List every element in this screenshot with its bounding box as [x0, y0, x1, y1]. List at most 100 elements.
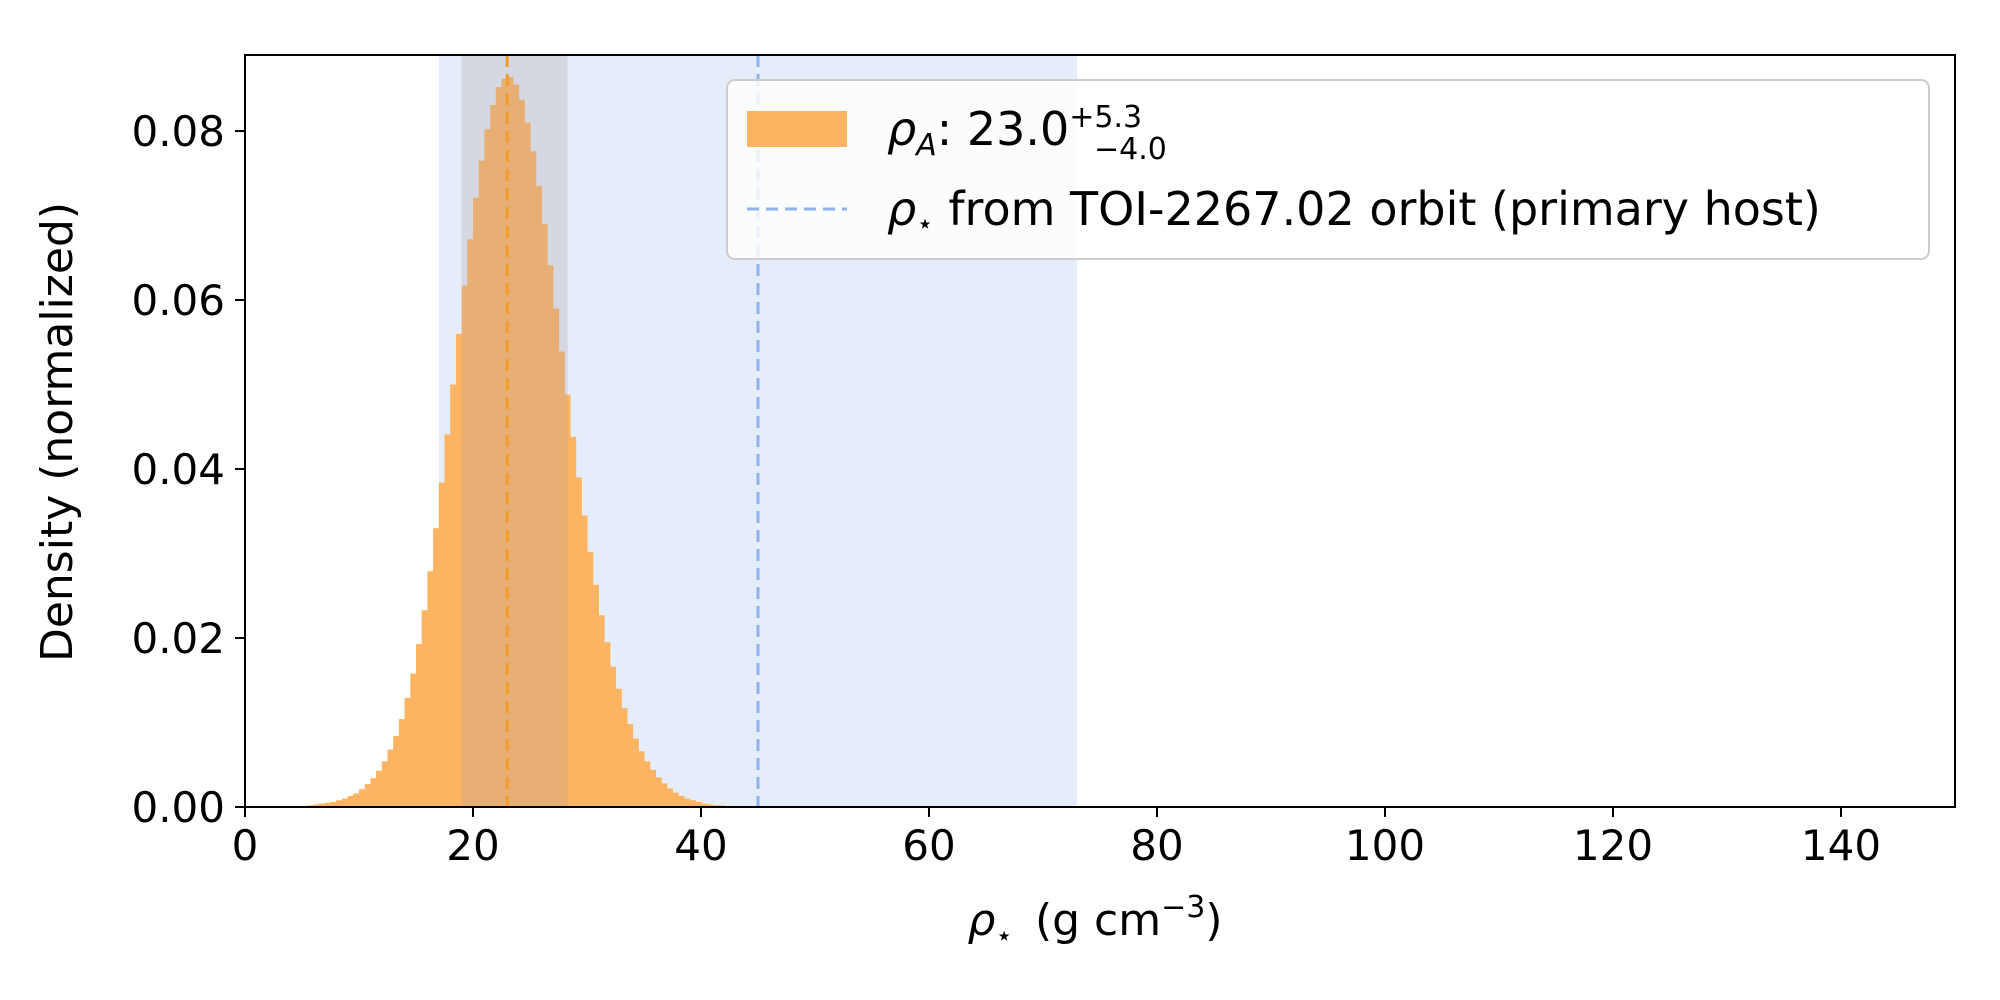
- histogram-bar: [598, 615, 605, 807]
- histogram-bar: [530, 151, 537, 807]
- histogram-bar: [444, 434, 451, 807]
- histogram-bar: [336, 800, 343, 807]
- y-tick-label: 0.06: [131, 276, 225, 325]
- histogram-bar: [706, 804, 713, 807]
- histogram-bar: [410, 673, 417, 807]
- legend-dashed-line-subscript: ⋆: [916, 207, 934, 240]
- histogram-bar: [547, 265, 554, 808]
- x-tick-label: 100: [1345, 821, 1425, 870]
- histogram-bar: [359, 789, 366, 807]
- histogram-bar: [427, 571, 434, 807]
- y-tick-label: 0.00: [131, 783, 225, 832]
- histogram-bar: [393, 736, 400, 807]
- histogram-bar: [455, 333, 463, 807]
- y-tick-label: 0.04: [131, 445, 225, 494]
- histogram-bar: [575, 477, 582, 807]
- legend-histogram-lower-error: −4.0: [1094, 132, 1167, 167]
- histogram-bar: [438, 482, 446, 807]
- x-tick-label: 140: [1801, 821, 1881, 870]
- histogram-bar: [404, 698, 411, 807]
- histogram-bar: [683, 798, 691, 807]
- x-tick-label: 0: [232, 821, 259, 870]
- histogram-bar: [678, 796, 685, 807]
- histogram-bar: [626, 724, 634, 807]
- x-tick-label: 20: [446, 821, 499, 870]
- legend-histogram-symbol: ρ: [887, 102, 916, 156]
- histogram-bar: [587, 551, 594, 807]
- x-axis-ticks: 0 20 40 60 80 100 120 140: [232, 807, 1881, 870]
- histogram-bar: [695, 801, 702, 807]
- histogram-bar: [364, 784, 371, 807]
- histogram-bar: [381, 761, 389, 807]
- x-tick-label: 120: [1573, 821, 1653, 870]
- histogram-bars: [302, 76, 736, 808]
- histogram-bar: [461, 285, 468, 807]
- x-axis-label-exponent: −3: [1161, 890, 1205, 925]
- histogram-bar: [319, 803, 326, 807]
- histogram-bar: [541, 223, 548, 807]
- histogram-bar: [558, 351, 565, 807]
- histogram-bar: [484, 129, 491, 808]
- legend-dashed-line-label: ρ⋆ from TOI-2267.02 orbit (primary host): [887, 182, 1821, 240]
- x-tick-label: 80: [1130, 821, 1183, 870]
- histogram-bar: [535, 185, 542, 807]
- histogram-bar: [501, 78, 508, 807]
- histogram-bar: [330, 801, 337, 807]
- histogram-bar: [655, 777, 662, 807]
- x-tick-label: 60: [902, 821, 955, 870]
- histogram-bar: [512, 84, 520, 807]
- legend-dashed-line-symbol: ρ: [887, 182, 916, 236]
- x-axis-label-units: (g cm: [1035, 895, 1161, 946]
- legend-histogram-swatch: [747, 111, 847, 147]
- histogram-bar: [638, 751, 645, 807]
- histogram-bar: [644, 761, 651, 807]
- histogram-bar: [672, 792, 679, 807]
- histogram-bar: [689, 800, 696, 807]
- histogram-bar: [632, 738, 639, 807]
- x-axis-label-symbol: ρ: [967, 895, 995, 946]
- median-credible-band: [461, 55, 568, 807]
- histogram-bar: [564, 394, 571, 807]
- histogram-bar: [353, 793, 360, 807]
- y-tick-label: 0.02: [131, 614, 225, 663]
- legend-dashed-line-text: from TOI-2267.02 orbit (primary host): [934, 182, 1821, 236]
- histogram-bar: [495, 87, 503, 808]
- histogram-bar: [615, 688, 622, 807]
- histogram-bar: [666, 788, 674, 807]
- legend-histogram-subscript: A: [914, 128, 937, 163]
- x-tick-label: 40: [674, 821, 727, 870]
- legend-frame: [726, 79, 1930, 260]
- histogram-bar: [313, 804, 320, 807]
- histogram-bar: [341, 798, 349, 807]
- histogram-bar: [609, 666, 617, 807]
- legend: ρA: 23.0+5.3 −4.0 ρ⋆ from TOI-2267.02 orb…: [726, 79, 1930, 260]
- histogram-bar: [524, 122, 531, 807]
- histogram-bar: [518, 99, 525, 807]
- histogram-bar: [473, 197, 480, 807]
- x-axis-label: ρ⋆ (g cm−3): [967, 890, 1222, 952]
- histogram-bar: [569, 436, 577, 807]
- histogram-bar: [604, 642, 611, 807]
- legend-histogram-upper-error: +5.3: [1069, 100, 1142, 135]
- histogram-bar: [490, 104, 497, 807]
- x-axis-label-subscript: ⋆: [995, 919, 1013, 952]
- histogram-bar: [433, 528, 440, 807]
- y-axis-ticks: 0.00 0.02 0.04 0.06 0.08: [131, 107, 245, 832]
- histogram-bar: [478, 160, 485, 807]
- histogram-bar: [398, 719, 406, 807]
- histogram-bar: [581, 515, 588, 807]
- histogram-bar: [467, 239, 474, 807]
- plot-frame: [244, 54, 1956, 808]
- y-axis-label: Density (normalized): [32, 202, 83, 662]
- x-axis-label-close: ): [1205, 895, 1222, 946]
- histogram-bar: [450, 384, 457, 807]
- histogram-bar: [592, 584, 599, 807]
- histogram-bar: [376, 770, 383, 807]
- histogram-bar: [370, 778, 377, 807]
- histogram-bar: [421, 610, 428, 807]
- histogram-bar: [416, 643, 423, 807]
- histogram-bar: [347, 796, 354, 807]
- legend-histogram-value: : 23.0: [937, 102, 1070, 156]
